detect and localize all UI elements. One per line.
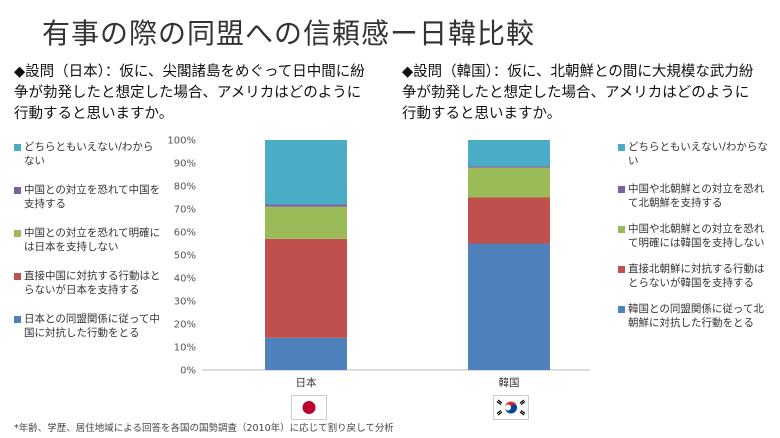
y-tick-label: 0% [180,366,196,377]
korea-flag-graphic [494,396,528,419]
page-title: 有事の際の同盟への信頼感ー日韓比較 [42,17,536,50]
legend-swatch [618,226,625,233]
japan-flag-icon [291,395,327,420]
legend-item: 中国や北朝鮮との対立を恐れて明確には韓国を支持しない [618,222,768,250]
question-japan: ◆設問（日本）：仮に、尖閣諸島をめぐって日中間に紛争が勃発したと想定した場合、ア… [14,64,365,122]
legend-korea: どちらともいえない/わからない 中国や北朝鮮との対立を恐れて北朝鮮を支持する 中… [618,140,768,342]
x-tick-label: 日本 [296,376,317,389]
stacked-bar-chart: 0% 10% 20% 30% 40% 50% 60% 70% 80% 90% 100% 日本 韓国 [167,136,590,389]
legend-swatch [618,306,625,313]
bar-segment [468,197,550,244]
legend-swatch [14,144,21,151]
y-tick-label: 80% [174,182,196,193]
legend-item: 直接北朝鮮に対抗する行動はとらないが韓国を支持する [618,262,768,290]
y-tick-label: 20% [174,320,196,331]
legend-item: 韓国との同盟関係に従って北朝鮮に対抗した行動をとる [618,302,768,330]
korea-flag-icon [493,395,529,420]
legend-label: 韓国との同盟関係に従って北朝鮮に対抗した行動をとる [628,303,764,329]
legend-item: 中国との対立を恐れて中国を支持する [14,183,162,211]
y-tick-label: 90% [174,159,196,170]
y-tick-label: 40% [174,274,196,285]
legend-label: 中国や北朝鮮との対立を恐れて北朝鮮を支持する [628,183,765,209]
japan-flag-graphic [292,396,326,419]
y-tick-label: 100% [167,136,196,147]
y-tick-label: 10% [174,343,196,354]
bar-segment [265,140,347,205]
bar-segment [265,206,347,239]
bar-segment [468,167,550,198]
y-tick-label: 30% [174,297,196,308]
bar-segment [468,140,550,167]
y-tick-label: 60% [174,228,196,239]
legend-swatch [14,273,21,280]
legend-item: どちらともいえない/わからない [618,140,768,168]
legend-item: 中国との対立を恐れて明確には日本を支持しない [14,226,162,254]
bar-segment [468,166,550,168]
legend-item: 日本との同盟関係に従って中国に対抗した行動をとる [14,312,162,340]
legend-swatch [618,144,625,151]
legend-label: 中国や北朝鮮との対立を恐れて明確には韓国を支持しない [628,223,765,249]
legend-item: どちらともいえない/わからない [14,140,162,168]
y-tick-label: 70% [174,205,196,216]
legend-swatch [14,316,21,323]
bar-segment [265,238,347,338]
bar-segment [468,243,550,370]
legend-label: どちらともいえない/わからない [24,141,154,167]
legend-swatch [14,230,21,237]
legend-swatch [618,186,625,193]
footnote: *年齢、学歴、居住地域による回答を各国の国勢調査（2010年）に応じて割り戻して… [14,423,394,434]
legend-label: 中国との対立を恐れて明確には日本を支持しない [24,227,161,253]
legend-label: 直接北朝鮮に対抗する行動はとらないが韓国を支持する [628,263,765,289]
legend-japan: どちらともいえない/わからない 中国との対立を恐れて中国を支持する 中国との対立… [14,140,162,355]
x-tick-label: 韓国 [499,377,520,389]
legend-swatch [14,187,21,194]
legend-swatch [618,266,625,273]
question-korea: ◆設問（韓国）：仮に、北朝鮮との間に大規模な武力紛争が勃発したと想定した場合、ア… [402,64,754,122]
bar-segment [265,337,347,370]
legend-label: 直接中国に対抗する行動はとらないが日本を支持する [24,270,161,296]
legend-label: 日本との同盟関係に従って中国に対抗した行動をとる [24,313,160,339]
y-tick-label: 50% [174,251,196,262]
legend-item: 中国や北朝鮮との対立を恐れて北朝鮮を支持する [618,182,768,210]
legend-label: どちらともいえない/わからない [628,141,768,167]
bar-segment [265,204,347,207]
legend-item: 直接中国に対抗する行動はとらないが日本を支持する [14,269,162,297]
legend-label: 中国との対立を恐れて中国を支持する [24,184,161,210]
